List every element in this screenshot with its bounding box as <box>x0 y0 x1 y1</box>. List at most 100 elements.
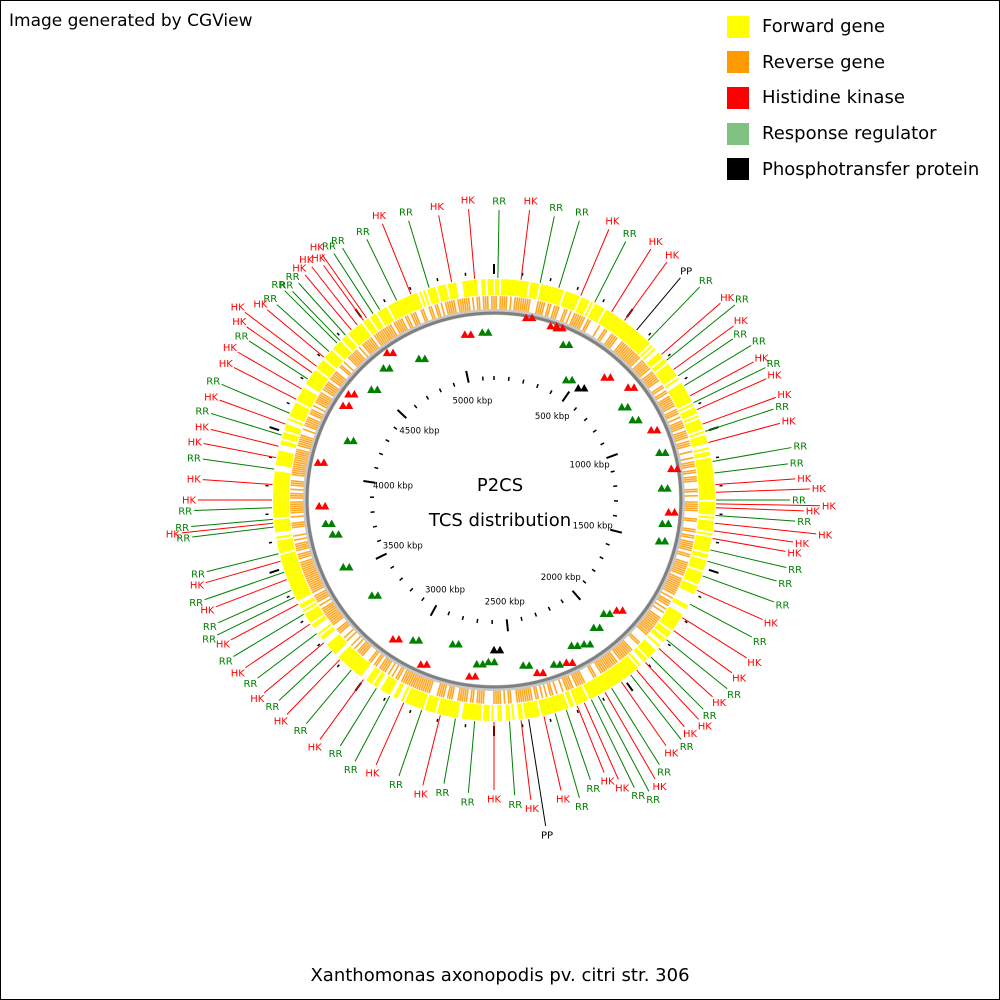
reverse-gene <box>323 603 338 614</box>
callout-label-hk: HK <box>683 729 698 740</box>
scale-tick <box>374 466 379 470</box>
forward-gene <box>696 527 714 532</box>
tcs-marker-rr <box>524 661 534 669</box>
reverse-gene <box>551 305 558 321</box>
scale-label: 3000 kbp <box>425 585 465 595</box>
forward-gene <box>470 280 475 297</box>
reverse-gene <box>412 312 420 327</box>
tcs-marker-rr <box>343 436 352 445</box>
reverse-gene <box>545 681 552 697</box>
callout-line-hk <box>715 503 820 507</box>
forward-gene <box>464 280 469 297</box>
forward-gene <box>579 685 589 701</box>
forward-gene <box>326 634 341 647</box>
forward-gene <box>694 542 711 549</box>
reverse-gene <box>641 372 655 384</box>
forward-gene <box>681 580 698 589</box>
callout-label-hk: HK <box>365 769 380 780</box>
forward-gene <box>545 286 552 303</box>
reverse-gene <box>412 673 420 688</box>
forward-gene <box>577 297 586 314</box>
reverse-gene <box>503 296 506 312</box>
callout-line-hk <box>583 702 619 780</box>
reverse-gene <box>518 297 523 313</box>
reverse-gene <box>440 302 446 318</box>
reverse-gene <box>296 546 312 552</box>
callout-label-hk: HK <box>487 795 502 806</box>
tcs-marker-hk <box>521 313 531 322</box>
forward-gene <box>641 640 655 654</box>
forward-gene <box>366 318 378 333</box>
callout-line-hk <box>203 443 277 459</box>
forward-gene <box>657 367 672 379</box>
callout-label-rr: RR <box>508 800 522 811</box>
forward-gene <box>698 484 715 489</box>
forward-gene <box>570 689 579 706</box>
callout-line-hk <box>323 265 364 321</box>
forward-gene <box>613 665 625 680</box>
reverse-gene <box>340 364 353 376</box>
forward-gene <box>428 695 436 712</box>
forward-gene <box>686 569 703 577</box>
forward-gene <box>631 335 644 350</box>
forward-gene <box>352 657 365 672</box>
reverse-gene <box>300 559 316 566</box>
reverse-gene <box>414 673 422 689</box>
reverse-gene <box>538 301 544 317</box>
forward-gene <box>276 533 293 539</box>
callout-label-rr: RR <box>586 784 600 795</box>
reverse-gene <box>304 422 320 430</box>
callout-label-rr: RR <box>178 506 192 517</box>
forward-gene <box>642 347 656 361</box>
callout-line-hk <box>673 630 733 674</box>
callout-label-hk: HK <box>754 353 769 364</box>
reverse-gene <box>528 685 534 701</box>
reverse-gene <box>332 374 346 385</box>
outer-tick <box>715 541 720 544</box>
forward-gene <box>686 567 703 575</box>
scale-tick <box>534 612 538 617</box>
reverse-gene <box>571 314 580 329</box>
reverse-gene <box>484 296 487 312</box>
scale-tick <box>363 480 376 484</box>
forward-gene <box>377 311 388 327</box>
forward-gene <box>443 284 450 301</box>
forward-gene <box>273 490 290 494</box>
reverse-gene <box>420 309 428 324</box>
legend-label: Response regulator <box>762 123 937 145</box>
forward-gene <box>310 375 325 386</box>
tcs-marker-hk <box>416 660 425 668</box>
forward-gene <box>385 678 396 694</box>
forward-gene <box>616 322 628 337</box>
callout-label-hk: HK <box>712 698 727 709</box>
reverse-gene <box>676 546 692 552</box>
scale-tick <box>606 452 619 460</box>
reverse-gene <box>324 384 339 395</box>
forward-gene <box>447 283 453 300</box>
callout-line-rr <box>594 241 627 303</box>
reverse-gene <box>467 297 472 313</box>
forward-gene <box>447 700 453 717</box>
forward-gene <box>610 667 622 683</box>
forward-gene <box>284 564 301 572</box>
forward-gene <box>625 655 638 670</box>
forward-gene <box>584 682 594 699</box>
reverse-gene <box>463 686 468 702</box>
forward-gene <box>538 699 545 716</box>
forward-gene <box>537 284 544 301</box>
forward-gene <box>562 291 570 308</box>
reverse-gene <box>382 658 392 672</box>
scale-tick <box>390 565 395 570</box>
forward-gene <box>371 314 383 330</box>
reverse-gene <box>597 656 608 671</box>
reverse-gene <box>290 515 306 518</box>
callout-label-hk: HK <box>664 749 679 760</box>
forward-gene <box>660 617 675 629</box>
reverse-gene <box>678 538 694 544</box>
reverse-gene <box>300 434 316 441</box>
reverse-gene <box>393 321 402 336</box>
outer-tick <box>698 401 702 405</box>
reverse-gene <box>301 563 317 570</box>
reverse-gene <box>322 602 336 612</box>
forward-gene <box>408 689 417 705</box>
